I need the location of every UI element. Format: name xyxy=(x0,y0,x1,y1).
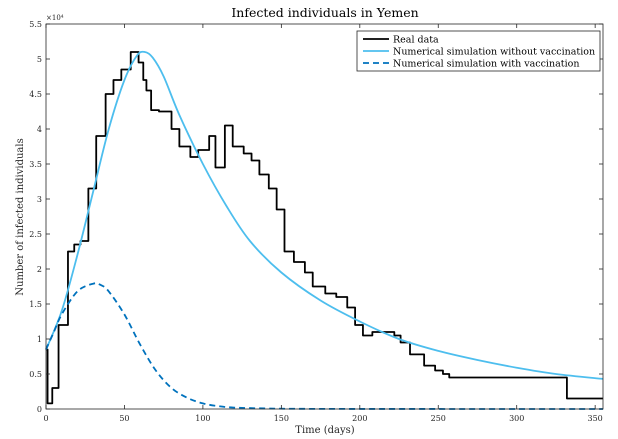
y-tick-label: 3 xyxy=(37,195,42,204)
axes-box xyxy=(45,23,604,410)
y-tick-label: 1 xyxy=(37,335,42,344)
y-tick-label: 0.5 xyxy=(29,370,42,379)
legend-box xyxy=(356,30,601,72)
x-tick-label: 0 xyxy=(43,414,48,423)
legend-label-2: Numerical simulation without vaccination xyxy=(393,47,595,58)
y-tick-label: 2 xyxy=(37,265,42,274)
series-line-1 xyxy=(46,51,603,405)
y-tick-label: 4.5 xyxy=(29,90,42,99)
y-tick-label: 5 xyxy=(37,55,42,64)
y-tick-label: 5.5 xyxy=(29,20,42,29)
x-tick-label: 150 xyxy=(274,414,289,423)
x-tick-label: 200 xyxy=(352,414,367,423)
y-tick-label: 0 xyxy=(37,405,42,414)
y-tick-label: 1.5 xyxy=(29,300,42,309)
series-line-2 xyxy=(45,50,604,380)
x-tick-label: 300 xyxy=(509,414,524,423)
y-exponent-label: ×10⁴ xyxy=(46,14,64,22)
y-tick-label: 2.5 xyxy=(29,230,42,239)
y-tick-label: 4 xyxy=(37,125,42,134)
legend-label-1: Real data xyxy=(393,35,439,46)
y-axis-label: Number of infected individuals xyxy=(15,138,26,295)
x-tick-label: 50 xyxy=(119,414,129,423)
y-tick-label: 3.5 xyxy=(29,160,42,169)
legend-label-3: Numerical simulation with vaccination xyxy=(393,59,579,70)
plot-area: 0 50 100 150 200 250 300 350 0 0.5 1 1.5 2 2.5 3 3.5 4 4.… xyxy=(29,20,604,423)
x-tick-label: 250 xyxy=(431,414,446,423)
x-tick-label: 100 xyxy=(195,414,210,423)
x-axis-label: Time (days) xyxy=(295,425,354,436)
x-tick-label: 350 xyxy=(588,414,603,423)
chart-title: Infected individuals in Yemen xyxy=(231,5,418,20)
